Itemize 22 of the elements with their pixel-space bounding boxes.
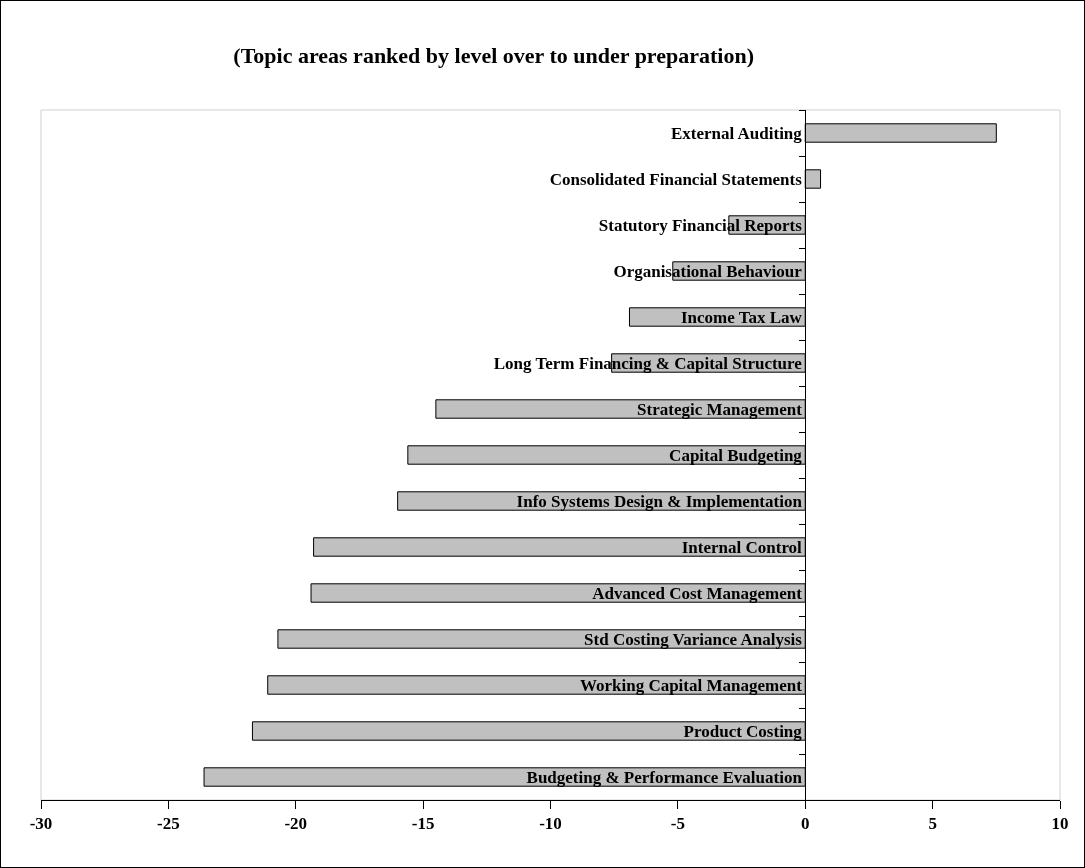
x-tick-label: -25 [157,814,180,834]
y-tick-label: Strategic Management [637,399,803,419]
x-tick-label: 10 [1051,814,1069,834]
y-tick-label: Capital Budgeting [669,445,803,465]
y-tick-label: Product Costing [683,721,803,741]
y-tick-label: Consolidated Financial Statements [549,169,803,189]
x-tick-label: 0 [801,814,810,834]
x-tick-label: -20 [284,814,308,834]
y-tick-label: Internal Control [681,537,803,557]
y-tick-label: Info Systems Design & Implementation [516,491,803,511]
y-tick-label: Working Capital Management [579,675,803,695]
y-tick-label: External Auditing [671,123,803,143]
y-tick-label: Advanced Cost Management [592,583,803,603]
x-tick-label: -10 [539,814,562,834]
y-tick-label: Income Tax Law [680,307,803,327]
x-tick-label: -5 [670,814,685,834]
y-tick-label: Std Costing Variance Analysis [584,629,803,649]
y-tick-label: Budgeting & Performance Evaluation [526,767,803,787]
x-tick-label: -30 [29,814,53,834]
x-tick-label: -15 [411,814,435,834]
x-tick-label: 5 [928,814,937,834]
chart-title: (Topic areas ranked by level over to under preparation) [233,43,755,69]
